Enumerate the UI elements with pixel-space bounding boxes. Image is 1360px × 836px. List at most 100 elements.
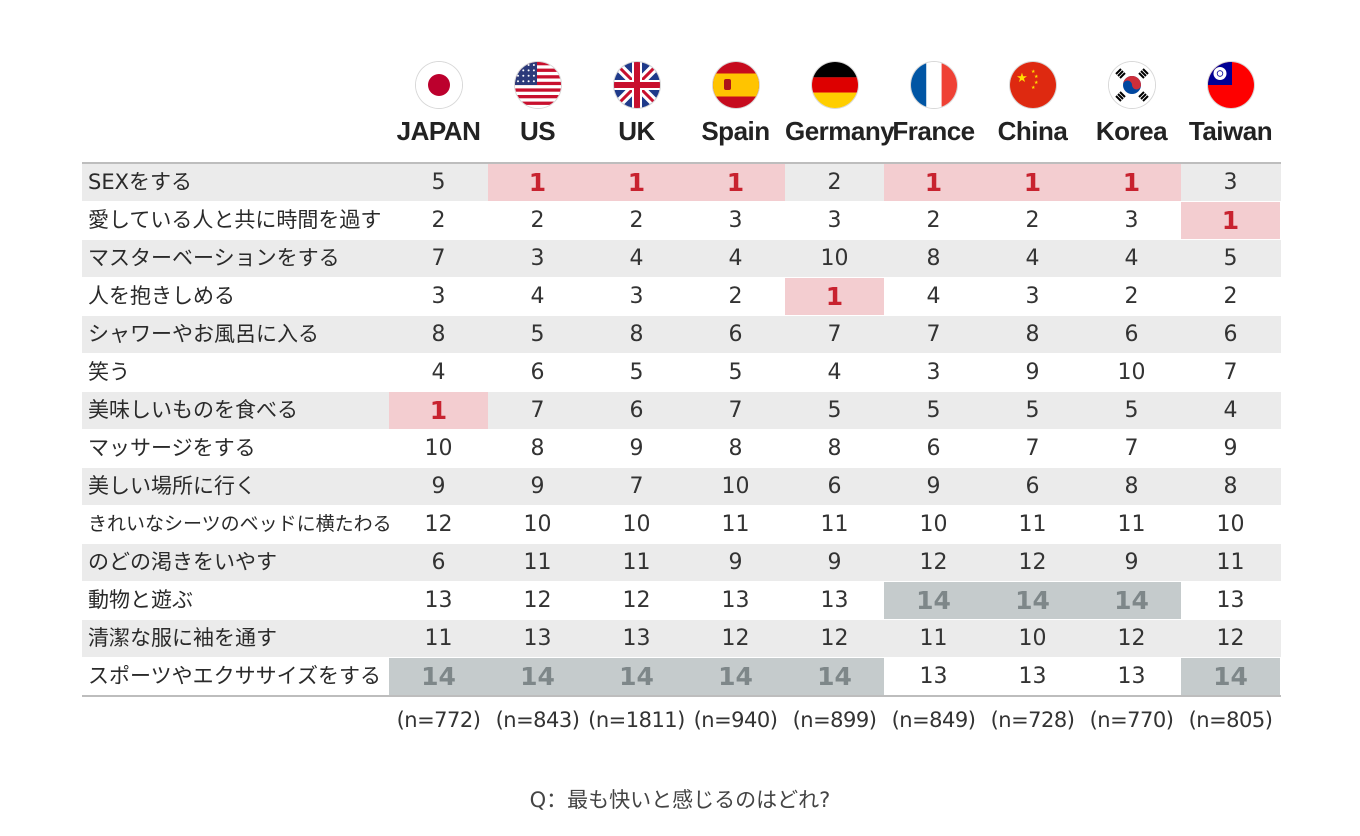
flag-france-icon — [910, 62, 957, 108]
row-label: のどの渇きをいやす — [88, 550, 277, 574]
rank-cell: 9 — [728, 550, 743, 575]
rank-cell: 7 — [926, 322, 941, 347]
rank-cell: 3 — [1025, 284, 1040, 309]
rank-cell: 2 — [629, 208, 644, 233]
rank-cell: 3 — [1223, 170, 1238, 195]
rank-cell: 11 — [424, 626, 453, 651]
rank-cell: 11 — [1018, 512, 1047, 537]
rank-cell: 12 — [1018, 550, 1047, 575]
flag-taiwan-icon — [1207, 62, 1254, 108]
rank-cell: 12 — [523, 588, 552, 613]
rank-cell: 2 — [1124, 284, 1139, 309]
rank-cell: 10 — [919, 512, 948, 537]
row-label: きれいなシーツのベッドに横たわる — [88, 513, 392, 535]
svg-text:★: ★ — [1034, 80, 1039, 86]
rank-cell: 5 — [827, 398, 842, 423]
rank-cell: 12 — [1216, 626, 1245, 651]
rank-cell: 4 — [629, 246, 644, 271]
rank-cell: 10 — [721, 474, 750, 499]
rank-cell: 12 — [424, 512, 453, 537]
flag-uk-icon — [613, 62, 660, 108]
column-header-taiwan: Taiwan — [1188, 116, 1273, 146]
rank-cell: 13 — [1018, 664, 1047, 689]
rank-cell: 2 — [431, 208, 446, 233]
svg-text:★: ★ — [1031, 69, 1036, 75]
rank-cell: 5 — [431, 170, 446, 195]
row-band — [82, 468, 1281, 505]
row-label: 美味しいものを食べる — [88, 398, 298, 422]
rank-cell: 7 — [1223, 360, 1238, 385]
row-band — [82, 316, 1281, 353]
rank-cell: 13 — [622, 626, 651, 651]
row-separator — [82, 277, 1281, 279]
rank-cell: 8 — [1124, 474, 1139, 499]
row-label: SEXをする — [88, 170, 192, 194]
rank-cell: 3 — [728, 208, 743, 233]
rank-cell: 6 — [1124, 322, 1139, 347]
rank-cell: 11 — [523, 550, 552, 575]
rank-cell: 11 — [820, 512, 849, 537]
rank-cell: 9 — [926, 474, 941, 499]
question-caption: Q：最も快いと感じるのはどれ? — [529, 788, 831, 812]
row-separator — [82, 505, 1281, 507]
flag-japan-icon — [415, 62, 462, 108]
rank-cell: 13 — [523, 626, 552, 651]
flag-germany-icon — [811, 62, 858, 108]
rank-cell: 8 — [629, 322, 644, 347]
svg-text:★: ★ — [1031, 85, 1036, 91]
rank-cell: 1 — [1181, 202, 1280, 239]
rank-cell: 9 — [827, 550, 842, 575]
rank-cell: 12 — [1117, 626, 1146, 651]
rank-cell: 7 — [827, 322, 842, 347]
rank-cell: 13 — [424, 588, 453, 613]
rank-cell: 8 — [1025, 322, 1040, 347]
column-header-germany: Germany — [785, 116, 895, 146]
rank-cell: 2 — [827, 170, 842, 195]
row-label: 清潔な服に袖を通す — [88, 626, 277, 650]
rank-cell: 9 — [1025, 360, 1040, 385]
rank-cell: 9 — [431, 474, 446, 499]
column-header-uk: UK — [618, 116, 655, 146]
rank-cell: 6 — [1025, 474, 1040, 499]
flag-korea-icon — [1108, 62, 1155, 108]
row-band — [82, 392, 1281, 429]
rank-cell: 1 — [488, 164, 587, 201]
table-bottom-rule — [82, 695, 1281, 697]
row-separator — [82, 581, 1281, 583]
rank-cell: 4 — [1223, 398, 1238, 423]
rank-cell: 5 — [1025, 398, 1040, 423]
sample-size-label: (n=770) — [1089, 708, 1174, 732]
rank-cell: 14 — [884, 582, 983, 619]
rank-cell: 4 — [926, 284, 941, 309]
row-separator — [82, 201, 1281, 203]
rank-cell: 14 — [686, 658, 785, 695]
rank-cell: 5 — [1223, 246, 1238, 271]
rank-cell: 6 — [827, 474, 842, 499]
table-top-rule — [82, 162, 1281, 164]
column-header-us: US — [519, 116, 556, 146]
row-label: 人を抱きしめる — [88, 284, 235, 308]
rank-cell: 12 — [919, 550, 948, 575]
rank-cell: 12 — [622, 588, 651, 613]
row-label: マッサージをする — [88, 436, 256, 460]
row-label: 笑う — [88, 360, 130, 384]
rank-cell: 6 — [431, 550, 446, 575]
rank-cell: 3 — [629, 284, 644, 309]
rank-cell: 4 — [1025, 246, 1040, 271]
rank-cell: 10 — [1117, 360, 1146, 385]
rank-cell: 1 — [983, 164, 1082, 201]
rank-cell: 14 — [488, 658, 587, 695]
rank-cell: 8 — [728, 436, 743, 461]
rank-cell: 7 — [728, 398, 743, 423]
rank-cell: 2 — [1223, 284, 1238, 309]
rank-cell: 14 — [1082, 582, 1181, 619]
rank-cell: 7 — [629, 474, 644, 499]
rank-cell: 14 — [1181, 658, 1280, 695]
rank-cell: 14 — [983, 582, 1082, 619]
rank-cell: 1 — [389, 392, 488, 429]
rank-cell: 10 — [523, 512, 552, 537]
rank-cell: 10 — [1216, 512, 1245, 537]
rank-cell: 5 — [728, 360, 743, 385]
sample-size-label: (n=899) — [792, 708, 877, 732]
sample-size-label: (n=849) — [891, 708, 976, 732]
